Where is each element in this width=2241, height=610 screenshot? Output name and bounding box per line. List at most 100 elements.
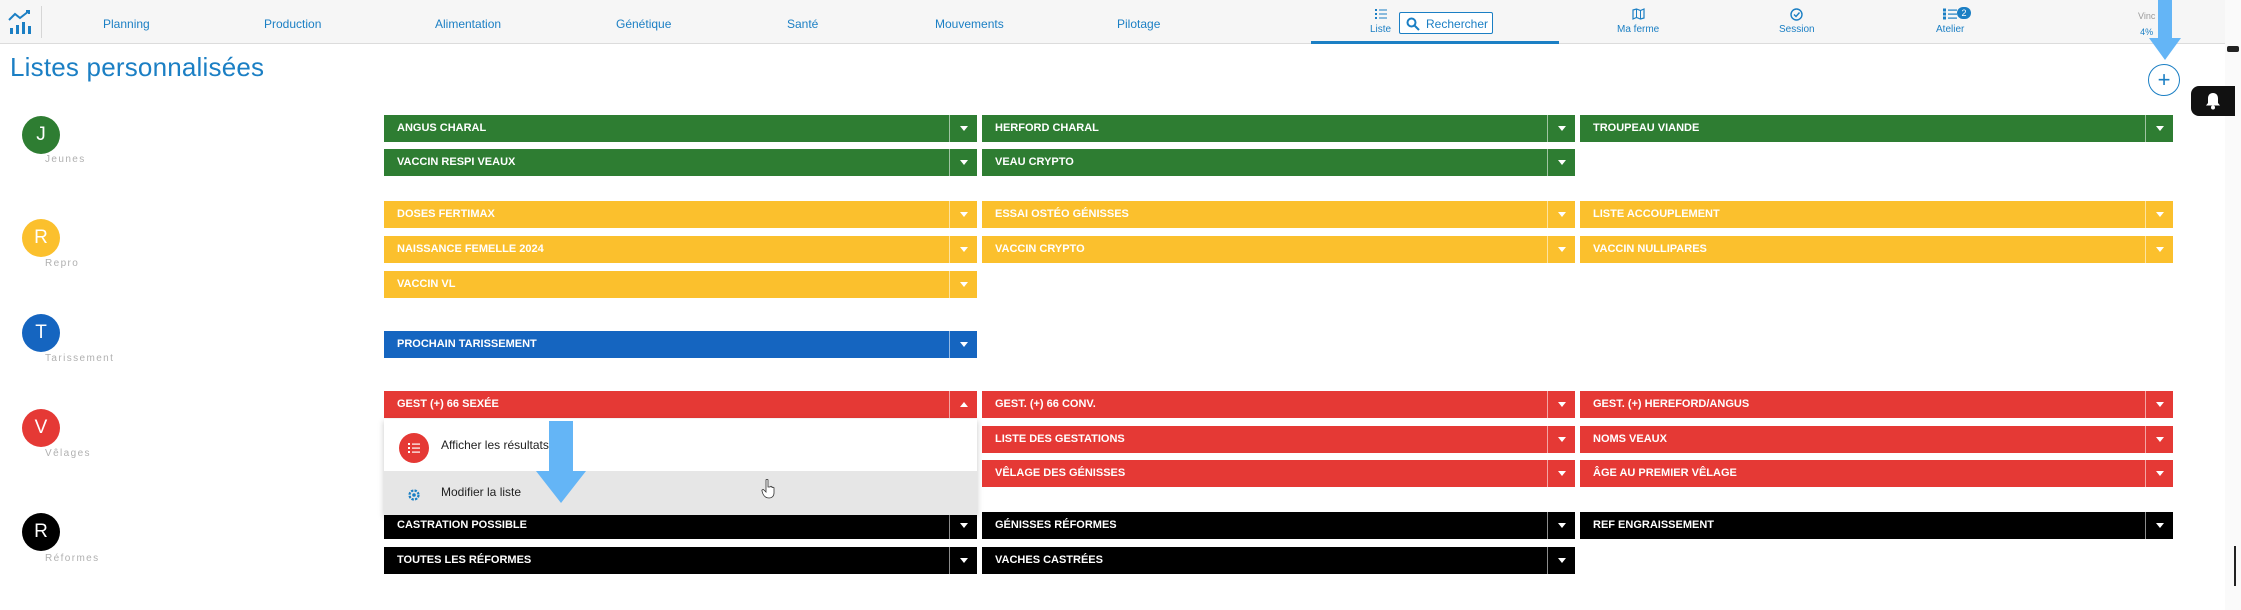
- nav-genetique[interactable]: Génétique: [616, 17, 672, 31]
- list-item[interactable]: VACCIN CRYPTO: [982, 236, 1575, 263]
- chevron-down-icon[interactable]: [1547, 547, 1575, 574]
- list-actions-menu: Afficher les résultats Modifier la liste: [384, 419, 977, 515]
- list-item[interactable]: ÂGE AU PREMIER VÊLAGE: [1580, 460, 2173, 487]
- list-item-expanded[interactable]: GEST (+) 66 SEXÉE: [384, 391, 977, 418]
- nav-sante[interactable]: Santé: [787, 17, 819, 31]
- list-item[interactable]: VACHES CASTRÉES: [982, 547, 1575, 574]
- list-label: PROCHAIN TARISSEMENT: [397, 338, 537, 350]
- chevron-down-icon[interactable]: [949, 149, 977, 176]
- nav-pilotage[interactable]: Pilotage: [1117, 17, 1161, 31]
- list-item[interactable]: VACCIN VL: [384, 271, 977, 298]
- list-item[interactable]: ANGUS CHARAL: [384, 115, 977, 142]
- list-item[interactable]: GEST. (+) 66 CONV.: [982, 391, 1575, 418]
- chevron-down-icon[interactable]: [949, 236, 977, 263]
- chevron-down-icon[interactable]: [2145, 115, 2173, 142]
- chevron-down-icon[interactable]: [949, 271, 977, 298]
- chevron-down-icon[interactable]: [1547, 512, 1575, 539]
- list-item[interactable]: DOSES FERTIMAX: [384, 201, 977, 228]
- list-item[interactable]: CASTRATION POSSIBLE: [384, 512, 977, 539]
- chevron-down-icon[interactable]: [949, 115, 977, 142]
- list-label: VACCIN CRYPTO: [995, 243, 1085, 255]
- nav-production[interactable]: Production: [264, 17, 322, 31]
- list-label: REF ENGRAISSEMENT: [1593, 519, 1715, 531]
- panel-handle[interactable]: [2227, 46, 2239, 52]
- list-item[interactable]: LISTE DES GESTATIONS: [982, 426, 1575, 453]
- nav-atelier[interactable]: Atelier: [1936, 8, 1964, 35]
- list-item[interactable]: TROUPEAU VIANDE: [1580, 115, 2173, 142]
- list-label: CASTRATION POSSIBLE: [397, 519, 527, 531]
- show-results-menu-item[interactable]: Afficher les résultats: [384, 424, 977, 468]
- search-placeholder: Rechercher: [1426, 17, 1489, 31]
- chevron-down-icon[interactable]: [1547, 149, 1575, 176]
- list-item[interactable]: NAISSANCE FEMELLE 2024: [384, 236, 977, 263]
- add-list-button[interactable]: +: [2148, 64, 2180, 96]
- plus-icon: +: [2157, 67, 2171, 92]
- list-item[interactable]: NOMS VEAUX: [1580, 426, 2173, 453]
- nav-ma-ferme[interactable]: Ma ferme: [1617, 8, 1659, 35]
- list-item[interactable]: TOUTES LES RÉFORMES: [384, 547, 977, 574]
- map-icon: [1617, 8, 1659, 22]
- chevron-down-icon[interactable]: [2145, 391, 2173, 418]
- category-label-jeunes: Jeunes: [45, 154, 86, 165]
- chevron-down-icon[interactable]: [2145, 512, 2173, 539]
- active-tab-indicator: [1311, 41, 1559, 44]
- atelier-count-badge: 2: [1957, 7, 1971, 19]
- category-avatar-reformes: R: [22, 513, 60, 551]
- list-label: VACCIN VL: [397, 278, 456, 290]
- list-label: VACHES CASTRÉES: [995, 554, 1103, 566]
- list-item[interactable]: ESSAI OSTÉO GÉNISSES: [982, 201, 1575, 228]
- chevron-down-icon[interactable]: [949, 547, 977, 574]
- notifications-button[interactable]: [2191, 86, 2235, 116]
- atelier-list-icon: [1936, 8, 1964, 22]
- chevron-down-icon[interactable]: [2145, 460, 2173, 487]
- chevron-down-icon[interactable]: [1547, 115, 1575, 142]
- nav-divider: [41, 6, 42, 38]
- chevron-down-icon[interactable]: [949, 331, 977, 358]
- list-label: ANGUS CHARAL: [397, 122, 487, 134]
- category-label-tarissement: Tarissement: [45, 353, 115, 364]
- list-item[interactable]: HERFORD CHARAL: [982, 115, 1575, 142]
- nav-mouvements[interactable]: Mouvements: [935, 17, 1004, 31]
- list-item[interactable]: GÉNISSES RÉFORMES: [982, 512, 1575, 539]
- search-input[interactable]: Rechercher: [1399, 12, 1493, 34]
- chevron-down-icon[interactable]: [949, 201, 977, 228]
- list-label: ESSAI OSTÉO GÉNISSES: [995, 208, 1129, 220]
- chevron-up-icon[interactable]: [949, 391, 977, 418]
- chevron-down-icon[interactable]: [1547, 460, 1575, 487]
- app-logo-icon[interactable]: [7, 8, 33, 36]
- list-label: LISTE DES GESTATIONS: [995, 433, 1125, 445]
- category-label-repro: Repro: [45, 258, 80, 269]
- chevron-down-icon[interactable]: [949, 512, 977, 539]
- list-item[interactable]: VÊLAGE DES GÉNISSES: [982, 460, 1575, 487]
- list-item[interactable]: LISTE ACCOUPLEMENT: [1580, 201, 2173, 228]
- list-label: VACCIN RESPI VEAUX: [397, 156, 516, 168]
- list-item[interactable]: VACCIN RESPI VEAUX: [384, 149, 977, 176]
- nav-liste[interactable]: Liste: [1370, 8, 1391, 35]
- list-item[interactable]: GEST. (+) HEREFORD/ANGUS: [1580, 391, 2173, 418]
- list-item[interactable]: VEAU CRYPTO: [982, 149, 1575, 176]
- list-item[interactable]: PROCHAIN TARISSEMENT: [384, 331, 977, 358]
- category-label-reformes: Réformes: [45, 553, 100, 564]
- scrollbar-thumb[interactable]: [2234, 546, 2236, 586]
- list-label: LISTE ACCOUPLEMENT: [1593, 208, 1720, 220]
- nav-planning[interactable]: Planning: [103, 17, 150, 31]
- nav-alimentation[interactable]: Alimentation: [435, 17, 502, 31]
- chevron-down-icon[interactable]: [1547, 236, 1575, 263]
- chevron-down-icon[interactable]: [1547, 391, 1575, 418]
- list-item[interactable]: VACCIN NULLIPARES: [1580, 236, 2173, 263]
- nav-session[interactable]: Session: [1779, 8, 1815, 35]
- list-label: TROUPEAU VIANDE: [1593, 122, 1700, 134]
- list-label: GEST. (+) 66 CONV.: [995, 398, 1096, 410]
- user-percentage: 4%: [2140, 27, 2154, 37]
- chevron-down-icon[interactable]: [2145, 201, 2173, 228]
- chevron-down-icon[interactable]: [2145, 236, 2173, 263]
- chevron-down-icon[interactable]: [1547, 201, 1575, 228]
- list-item[interactable]: REF ENGRAISSEMENT: [1580, 512, 2173, 539]
- list-label: GEST. (+) HEREFORD/ANGUS: [1593, 398, 1750, 410]
- chevron-down-icon[interactable]: [1547, 426, 1575, 453]
- nav-liste-label: Liste: [1370, 24, 1392, 35]
- user-menu[interactable]: Vinc 4%: [2138, 11, 2155, 37]
- edit-list-menu-item[interactable]: Modifier la liste: [384, 471, 977, 515]
- chevron-down-icon[interactable]: [2145, 426, 2173, 453]
